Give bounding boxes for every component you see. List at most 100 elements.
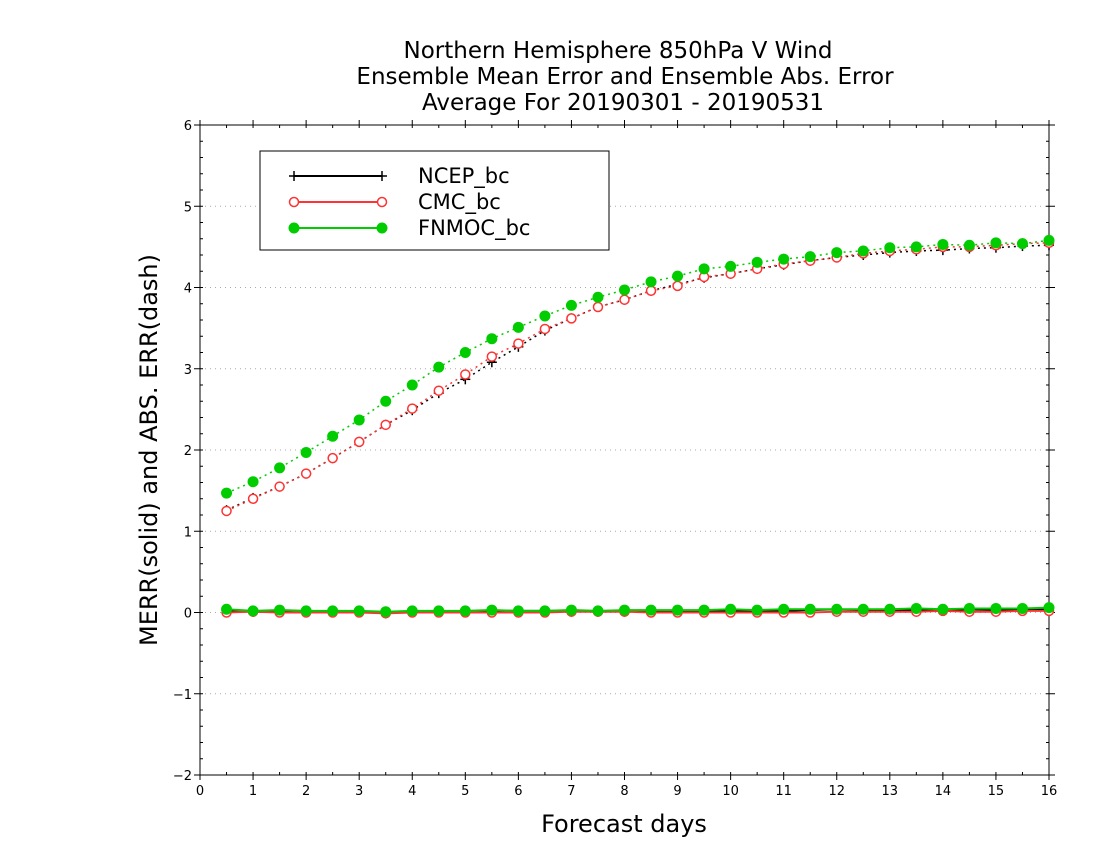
series-fnmoc-bc: [221, 234, 1055, 618]
y-tick-label: 1: [184, 525, 192, 540]
x-tick-label: 4: [408, 784, 416, 799]
merr-point-fnmoc-bc: [433, 605, 445, 617]
legend-marker-end-ncep-bc: [377, 171, 387, 181]
abs-err-point-fnmoc-bc: [831, 247, 843, 259]
merr-point-fnmoc-bc: [619, 604, 630, 616]
x-tick-label: 14: [935, 784, 952, 799]
merr-point-fnmoc-bc: [645, 604, 657, 616]
abs-err-point-fnmoc-bc: [380, 395, 392, 407]
y-tick-label: −1: [173, 688, 192, 703]
y-axis-title: MERR(solid) and ABS. ERR(dash): [135, 254, 163, 646]
abs-err-point-fnmoc-bc: [990, 237, 1002, 249]
x-tick-label: 16: [1041, 784, 1058, 799]
merr-point-fnmoc-bc: [1043, 602, 1055, 614]
abs-err-point-cmc-bc: [539, 323, 551, 335]
merr-point-fnmoc-bc: [380, 606, 392, 618]
x-tick-label: 1: [249, 784, 257, 799]
y-tick-label: 3: [184, 363, 192, 378]
x-axis-title: Forecast days: [541, 810, 707, 838]
legend-marker-end-cmc-bc: [376, 196, 388, 208]
merr-point-fnmoc-bc: [353, 605, 365, 617]
abs-err-point-cmc-bc: [592, 301, 604, 313]
legend-item-cmc-bc: CMC_bc: [288, 190, 501, 215]
abs-err-line-cmc-bc: [226, 242, 1050, 512]
legend-marker-start-ncep-bc: [289, 171, 299, 181]
legend-item-fnmoc-bc: FNMOC_bc: [288, 216, 530, 241]
abs-err-point-cmc-bc: [274, 481, 285, 492]
x-tick-label: 10: [722, 784, 739, 799]
abs-err-point-fnmoc-bc: [565, 299, 577, 311]
abs-err-point-fnmoc-bc: [274, 462, 286, 474]
abs-err-point-fnmoc-bc: [672, 270, 684, 282]
abs-err-point-fnmoc-bc: [1016, 238, 1028, 250]
merr-point-fnmoc-bc: [963, 602, 975, 614]
abs-err-point-cmc-bc: [619, 294, 630, 305]
abs-err-point-cmc-bc: [300, 468, 312, 479]
legend-marker-start-fnmoc-bc: [288, 222, 300, 234]
x-tick-label: 5: [461, 784, 469, 799]
abs-err-point-cmc-bc: [407, 403, 418, 414]
abs-err-point-fnmoc-bc: [1043, 234, 1055, 246]
merr-point-fnmoc-bc: [512, 605, 524, 617]
abs-err-point-cmc-bc: [513, 338, 524, 349]
abs-err-point-fnmoc-bc: [910, 241, 922, 253]
y-tick-label: 5: [184, 200, 192, 215]
y-tick-label: 4: [184, 282, 192, 297]
merr-point-fnmoc-bc: [1016, 602, 1028, 614]
title-line-2: Ensemble Mean Error and Ensemble Abs. Er…: [356, 64, 894, 90]
abs-err-point-cmc-bc: [247, 493, 259, 504]
abs-err-point-fnmoc-bc: [353, 414, 365, 426]
merr-point-fnmoc-bc: [937, 603, 949, 615]
abs-err-point-fnmoc-bc: [486, 333, 498, 345]
merr-point-fnmoc-bc: [274, 604, 286, 616]
merr-point-fnmoc-bc: [300, 605, 312, 617]
title-line-1: Northern Hemisphere 850hPa V Wind: [404, 38, 833, 64]
abs-err-point-fnmoc-bc: [751, 256, 763, 268]
x-tick-label: 3: [355, 784, 363, 799]
merr-point-fnmoc-bc: [778, 603, 790, 615]
x-tick-label: 9: [673, 784, 681, 799]
abs-err-point-fnmoc-bc: [433, 361, 445, 373]
abs-err-point-fnmoc-bc: [539, 310, 551, 322]
merr-point-fnmoc-bc: [459, 605, 471, 617]
grid: [200, 205, 1049, 695]
abs-err-point-fnmoc-bc: [221, 487, 233, 499]
abs-err-point-fnmoc-bc: [459, 347, 471, 358]
abs-err-point-fnmoc-bc: [619, 284, 630, 296]
merr-point-fnmoc-bc: [831, 603, 843, 615]
x-tick-label: 6: [514, 784, 522, 799]
abs-err-point-cmc-bc: [353, 436, 365, 448]
abs-err-point-fnmoc-bc: [963, 239, 975, 251]
abs-err-point-fnmoc-bc: [592, 291, 604, 303]
abs-err-point-fnmoc-bc: [698, 263, 710, 275]
abs-err-point-cmc-bc: [672, 280, 683, 292]
abs-err-point-cmc-bc: [380, 419, 391, 431]
y-tick-label: 6: [184, 119, 192, 134]
merr-point-fnmoc-bc: [406, 605, 418, 617]
x-tick-label: 7: [567, 784, 575, 799]
abs-err-point-fnmoc-bc: [778, 253, 790, 265]
merr-point-fnmoc-bc: [857, 603, 869, 615]
x-tick-label: 2: [302, 784, 310, 799]
abs-err-point-fnmoc-bc: [327, 430, 339, 442]
merr-point-fnmoc-bc: [221, 603, 233, 615]
abs-err-point-fnmoc-bc: [804, 251, 816, 263]
legend-marker-start-cmc-bc: [288, 196, 300, 208]
abs-err-point-cmc-bc: [645, 285, 657, 296]
abs-err-point-fnmoc-bc: [512, 321, 524, 333]
x-tick-label: 15: [988, 784, 1005, 799]
abs-err-point-fnmoc-bc: [645, 276, 657, 288]
abs-err-point-fnmoc-bc: [725, 260, 737, 272]
abs-err-point-fnmoc-bc: [884, 242, 896, 254]
y-tick-label: 0: [184, 607, 192, 622]
merr-point-fnmoc-bc: [751, 604, 763, 616]
series-ncep-bc: [221, 240, 1054, 619]
chart-title: Northern Hemisphere 850hPa V Wind Ensemb…: [356, 38, 894, 116]
merr-point-fnmoc-bc: [725, 603, 737, 615]
merr-point-fnmoc-bc: [672, 604, 684, 616]
x-tick-label: 0: [196, 784, 204, 799]
legend-label-fnmoc-bc: FNMOC_bc: [418, 216, 530, 241]
